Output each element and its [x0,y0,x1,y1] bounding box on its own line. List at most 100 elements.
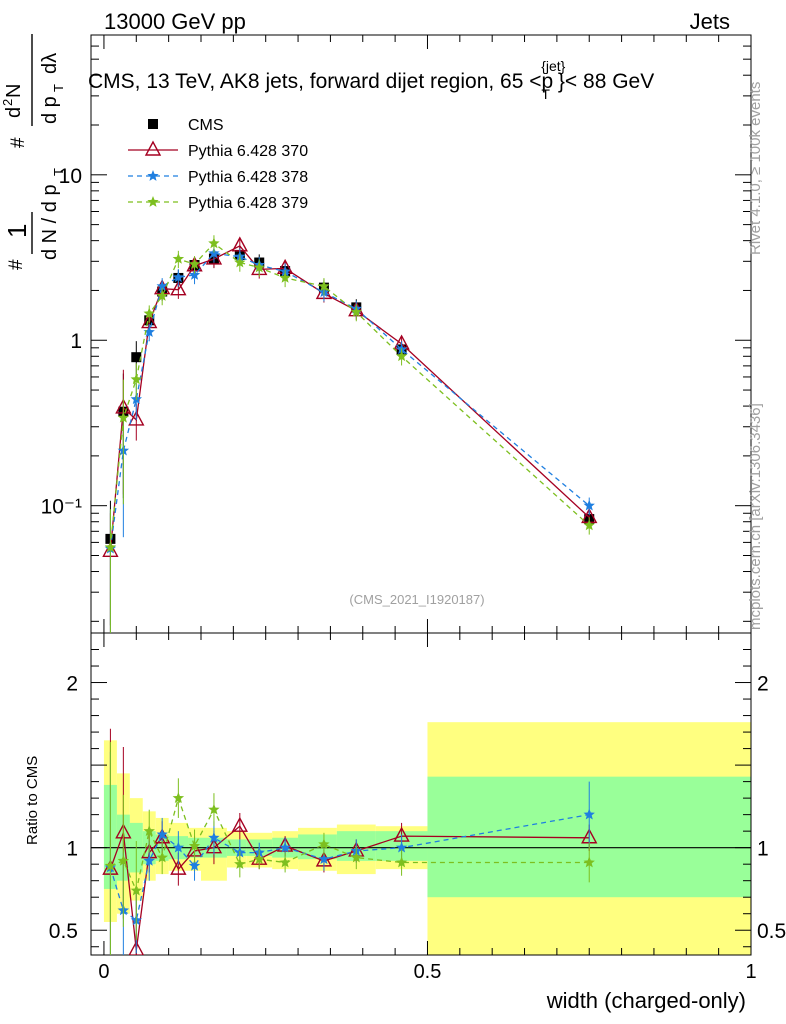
legend-marker-p378 [147,170,159,181]
data-point-p379 [234,256,246,268]
main-title-suffix: }< 88 GeV [558,70,654,93]
series-p370 [102,236,598,633]
data-point-p379 [350,306,362,317]
ratio-point-p379 [130,884,142,896]
main-ylabel: # 1 d N / d p T # d 2 N d p T dλ [0,34,66,270]
data-point-p379 [104,541,117,553]
main-title-sub: T [541,86,550,102]
ratio-series [102,728,598,955]
series-p378 [104,245,595,633]
main-title: CMS, 13 TeV, AK8 jets, forward dijet reg… [88,58,654,102]
ratio-point-p379 [583,856,595,868]
data-point-p379 [130,373,142,385]
header-right: Jets [690,9,730,34]
ratio-point-p370 [170,859,187,875]
data-point-p379 [156,290,168,301]
ratio-point-p379 [172,792,185,803]
ratio-point-p378 [395,841,408,853]
legend-marker-cms [148,119,158,129]
ratio-point-p378 [318,853,330,865]
legend-label-p378: Pythia 6.428 378 [188,169,308,186]
main-title-sup: {jet} [541,58,565,74]
ratio-point-p379 [188,840,201,851]
ratio-y-tick-label: 0.5 [49,920,78,943]
series-line-p370 [109,245,590,552]
ylabel-dn-dpt: d N / d p [39,184,61,260]
y-tick-label: 10 [59,165,82,188]
main-series [102,235,598,633]
ratio-point-p378 [208,831,220,843]
data-point-p370 [170,280,187,296]
legend-marker-p370 [144,140,162,156]
ratio-point-p378 [156,828,168,840]
ratio-point-p379 [104,859,117,871]
data-point-cms [131,352,142,363]
ratio-point-p370 [128,940,145,955]
ratio-point-p378 [143,854,155,866]
data-point-p378 [156,280,168,292]
ratio-point-p379 [318,838,330,850]
y-tick-label: 1 [70,330,82,353]
ratio-point-p379 [350,851,362,863]
ratio-point-p378 [279,841,291,853]
ratio-point-p379 [156,851,168,863]
ylabel-d2n: d [3,107,25,118]
svg-text:d p: d p [39,96,61,124]
legend-label-p379: Pythia 6.428 379 [188,195,308,212]
ratio-point-p378 [188,859,201,871]
ratio-ylabel: Ratio to CMS [24,756,41,845]
legend-marker-p379 [147,196,159,207]
ratio-point-p379 [395,856,408,868]
legend-item-p370: Pythia 6.428 370 [128,140,308,160]
ratio-y-tick-label-right: 0.5 [757,920,786,943]
legend-item-p379: Pythia 6.428 379 [128,195,308,212]
data-point-p379 [172,253,185,264]
header-left: 13000 GeV pp [104,9,246,34]
x-tick-label: 1 [745,961,756,983]
rivet-side-text: Rivet 4.1.0, ≥ 100k events [747,82,764,255]
series-p379 [104,235,595,633]
data-point-p378 [583,499,595,511]
legend: CMS Pythia 6.428 370 Pythia 6.428 378 Pythi… [128,117,308,212]
ratio-series-p379 [104,741,595,955]
svg-text:dλ: dλ [39,53,61,74]
data-point-p379 [395,350,408,362]
data-point-p379 [117,411,130,423]
data-point-p370 [128,410,145,426]
data-point-p378 [172,271,185,283]
ratio-point-p378 [172,841,185,853]
ratio-point-p379 [234,858,246,869]
data-point-p379 [583,519,595,531]
data-point-p379 [188,258,201,270]
svg-text:N: N [3,84,25,98]
ratio-point-p379 [253,853,265,865]
svg-text:2: 2 [0,99,15,106]
series-line-p378 [109,252,590,549]
mcplots-side-text: mcplots.cern.ch [arXiv:1306.3436] [747,403,764,630]
main-title-prefix: CMS, 13 TeV, AK8 jets, forward dijet reg… [88,70,553,93]
data-point-p378 [208,247,220,259]
legend-item-cms: CMS [148,117,224,134]
y-tick-label: 10⁻¹ [41,496,82,519]
data-point-p379 [279,271,291,283]
legend-label-cms: CMS [188,117,224,134]
ratio-point-p370 [231,816,248,832]
data-point-p378 [143,326,155,337]
ratio-plot-frame [90,632,752,956]
svg-text:T: T [51,84,66,92]
x-tick-label: 0 [98,961,109,983]
ratio-point-p378 [583,808,595,820]
data-point-p379 [318,280,330,292]
x-tick-label: 0.5 [414,961,442,983]
ratio-y-tick-label: 2 [66,673,78,696]
data-point-p379 [208,237,220,249]
ylabel-hash-1: # [6,259,27,270]
ratio-point-p379 [208,803,220,815]
ratio-point-p379 [279,856,291,868]
data-point-p379 [253,261,265,273]
ylabel-one: 1 [2,224,32,238]
legend-label-p370: Pythia 6.428 370 [188,143,308,160]
ratio-y-tick-label: 1 [66,838,78,861]
